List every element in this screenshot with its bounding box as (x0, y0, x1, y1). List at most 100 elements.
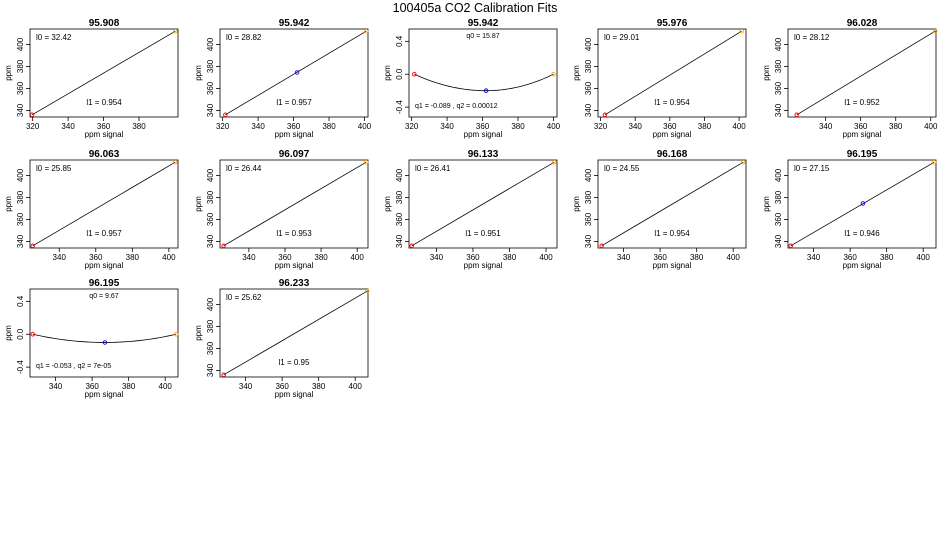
y-tick-label: 400 (774, 37, 783, 51)
y-tick-label: 380 (774, 59, 783, 73)
y-tick-label: 360 (206, 212, 215, 226)
y-tick-label: 380 (584, 59, 593, 73)
y-tick-label: 360 (584, 81, 593, 95)
data-point (788, 243, 793, 249)
x-tick-label: 360 (85, 382, 99, 391)
plot-frame (219, 159, 369, 249)
x-axis-label: ppm signal (85, 261, 124, 270)
fit-line (601, 161, 744, 247)
panel-10: 96.195 340 360 380 400 340 360 380 400 ppm signal… (762, 149, 937, 270)
y-axis-label: ppm (4, 196, 13, 212)
y-tick-label: 380 (16, 59, 25, 73)
x-axis-label: ppm signal (275, 390, 314, 399)
data-point (363, 159, 369, 165)
x-axis-label: ppm signal (843, 130, 882, 139)
x-tick-label: 400 (917, 253, 931, 262)
coef-label: l1 = 0.953 (276, 229, 312, 238)
y-tick-label: 400 (206, 168, 215, 182)
x-tick-label: 380 (880, 253, 894, 262)
data-point (294, 70, 300, 75)
data-point (739, 28, 744, 34)
y-axis-label: ppm (762, 196, 771, 212)
x-axis-label: ppm signal (653, 261, 692, 270)
x-tick-label: 340 (617, 253, 631, 262)
fit-line (796, 30, 936, 116)
fit-line (223, 290, 368, 376)
y-tick-label: 340 (774, 234, 783, 248)
plot-frame (219, 28, 369, 118)
x-tick-label: 400 (924, 122, 938, 131)
x-tick-label: 380 (503, 253, 517, 262)
data-point (364, 288, 370, 294)
panel-title: 96.168 (657, 149, 688, 160)
y-tick-label: -0.4 (395, 100, 404, 114)
y-tick-label: 340 (395, 234, 404, 248)
fit-line (790, 161, 935, 247)
data-point (102, 340, 108, 345)
data-point (223, 112, 228, 118)
panel-title: 95.942 (279, 18, 310, 29)
y-axis-label: ppm (4, 65, 13, 81)
panel-11: 96.195 340 360 380 400 -0.4 0.0 0.4 ppm signal pp… (4, 278, 179, 399)
coef-label: l1 = 0.954 (86, 98, 122, 107)
panel-title: 96.097 (279, 149, 310, 160)
panel-title: 96.195 (847, 149, 878, 160)
y-axis-label: ppm (572, 196, 581, 212)
plot-frame (29, 28, 179, 118)
coef-label: l0 = 28.82 (226, 33, 262, 42)
y-tick-label: 400 (584, 168, 593, 182)
x-tick-label: 380 (322, 122, 336, 131)
y-tick-label: 340 (584, 103, 593, 117)
fit-curve (32, 333, 177, 343)
fit-line (223, 161, 367, 247)
data-point (29, 112, 35, 118)
x-tick-label: 340 (251, 122, 265, 131)
x-tick-label: 380 (122, 382, 136, 391)
data-point (860, 201, 866, 206)
coef-label: q1 = -0.053 , q2 = 7e-05 (36, 363, 111, 370)
fit-line (32, 161, 176, 247)
x-axis-label: ppm signal (653, 130, 692, 139)
y-tick-label: 400 (584, 37, 593, 51)
x-tick-label: 400 (162, 253, 176, 262)
data-point (552, 159, 557, 165)
data-point (221, 243, 226, 249)
panel-title: 96.063 (89, 149, 120, 160)
y-axis-label: ppm (572, 65, 581, 81)
data-point (741, 159, 746, 165)
plot-frame (29, 159, 179, 249)
x-tick-label: 340 (430, 253, 444, 262)
x-tick-label: 360 (287, 122, 301, 131)
data-point (483, 88, 489, 93)
y-tick-label: 380 (774, 190, 783, 204)
x-axis-label: ppm signal (843, 261, 882, 270)
coef-label: q1 = -0.089 , q2 = 0.00012 (415, 103, 498, 110)
x-tick-label: 380 (312, 382, 326, 391)
x-axis-label: ppm signal (275, 130, 314, 139)
y-axis-label: ppm (194, 196, 203, 212)
x-tick-label: 400 (159, 382, 173, 391)
y-tick-label: 400 (395, 168, 404, 182)
panel-title: 96.133 (468, 149, 499, 160)
panel-title: 96.195 (89, 278, 120, 289)
x-tick-label: 320 (26, 122, 40, 131)
y-tick-label: 0.4 (395, 35, 404, 47)
y-axis-label: ppm (383, 196, 392, 212)
y-tick-label: 340 (774, 103, 783, 117)
x-axis-label: ppm signal (464, 261, 503, 270)
data-point (412, 71, 417, 77)
y-tick-label: 0.0 (395, 68, 404, 80)
plot-frame (408, 159, 558, 249)
y-tick-label: 400 (774, 168, 783, 182)
x-tick-label: 380 (132, 122, 146, 131)
x-axis-label: ppm signal (275, 261, 314, 270)
x-tick-label: 400 (358, 122, 372, 131)
y-tick-label: 380 (206, 59, 215, 73)
data-point (409, 243, 414, 249)
x-tick-label: 360 (476, 122, 490, 131)
x-tick-label: 380 (314, 253, 328, 262)
y-tick-label: 360 (395, 212, 404, 226)
x-axis-label: ppm signal (85, 130, 124, 139)
